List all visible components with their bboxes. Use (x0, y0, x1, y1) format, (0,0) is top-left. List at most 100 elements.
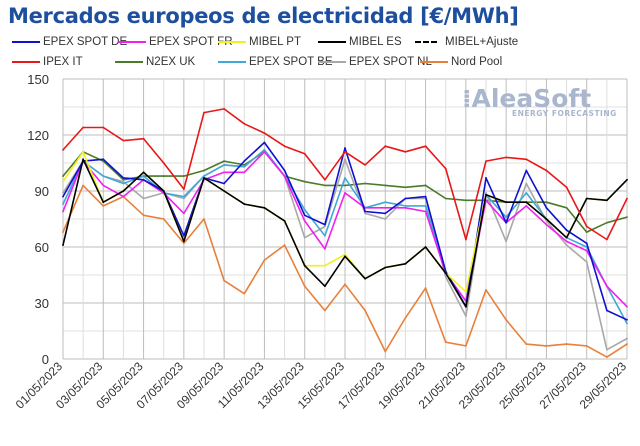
data-point (102, 158, 105, 161)
data-point (122, 182, 125, 185)
data-point (444, 167, 447, 170)
data-point (545, 218, 548, 220)
data-point (62, 191, 64, 194)
data-point (485, 289, 487, 291)
data-point (142, 175, 145, 177)
data-point (182, 242, 185, 245)
data-point (605, 199, 608, 202)
y-tick-label: 120 (27, 128, 49, 143)
data-point (142, 178, 145, 181)
data-point (444, 272, 447, 275)
data-point (585, 231, 588, 233)
data-point (62, 231, 64, 233)
data-point (424, 246, 427, 248)
data-point (62, 180, 64, 183)
logo-brand: AleaSoft (471, 84, 592, 113)
data-point (464, 238, 467, 241)
legend-label: MIBEL+Ajuste (445, 36, 519, 48)
legend-item: EPEX SPOT NL (318, 56, 432, 68)
data-point (344, 283, 346, 286)
legend-item: EPEX SPOT FR (118, 36, 233, 48)
data-point (323, 264, 326, 267)
data-point (182, 197, 185, 200)
data-point (424, 210, 427, 213)
data-point (384, 145, 387, 148)
data-point (344, 147, 346, 149)
data-point (82, 158, 85, 161)
data-point (263, 259, 266, 261)
data-point (263, 141, 266, 144)
data-point (626, 178, 628, 181)
data-point (444, 197, 447, 200)
data-point (364, 210, 367, 213)
data-point (525, 169, 528, 172)
data-point (82, 126, 85, 129)
legend-label: Nord Pool (451, 56, 503, 68)
data-point (62, 203, 64, 205)
legend-item: EPEX SPOT BE (218, 56, 333, 68)
data-point (223, 107, 226, 110)
data-point (525, 343, 528, 345)
data-point (444, 275, 447, 278)
data-point (464, 305, 467, 308)
data-point (303, 285, 306, 288)
data-point (122, 178, 125, 181)
legend-label: IPEX IT (43, 56, 83, 68)
data-point (303, 219, 306, 222)
data-point (525, 201, 528, 204)
data-point (364, 277, 367, 280)
legend-swatch (118, 41, 146, 43)
data-point (162, 162, 165, 164)
data-point (243, 122, 246, 125)
data-point (203, 169, 205, 172)
y-tick-label: 60 (35, 240, 49, 255)
data-point (626, 318, 628, 321)
data-point (565, 244, 568, 247)
data-point (182, 195, 185, 198)
data-point (585, 225, 588, 228)
data-point (545, 169, 548, 172)
data-point (404, 262, 407, 265)
data-point (283, 145, 286, 148)
logo-tagline: ENERGY FORECASTING (512, 109, 617, 118)
data-point (243, 171, 246, 174)
legend-item: MIBEL+Ajuste (415, 36, 518, 48)
data-point (62, 210, 64, 213)
data-point (404, 150, 407, 153)
legend-swatch (318, 41, 346, 43)
data-point (102, 205, 105, 207)
data-point (122, 195, 125, 198)
legend-swatch (218, 41, 246, 43)
data-point (464, 345, 467, 347)
data-point (263, 206, 266, 209)
data-point (263, 132, 266, 135)
data-point (323, 309, 326, 312)
data-point (424, 205, 427, 207)
data-point (203, 111, 205, 114)
data-point (384, 206, 387, 209)
data-point (62, 244, 64, 247)
data-point (162, 190, 165, 192)
data-point (263, 150, 266, 153)
data-point (545, 345, 548, 347)
data-point (605, 221, 608, 224)
data-point (485, 160, 487, 163)
data-point (424, 287, 427, 289)
data-point (605, 238, 608, 241)
legend-swatch (12, 61, 40, 63)
data-point (626, 305, 628, 308)
data-point (464, 199, 467, 202)
data-point (424, 195, 427, 198)
data-point (565, 229, 568, 232)
legend-swatch (12, 41, 40, 43)
data-point (384, 218, 387, 220)
data-point (485, 193, 487, 196)
data-point (323, 223, 326, 226)
data-point (303, 236, 306, 239)
data-point (223, 190, 226, 192)
legend-label: N2EX UK (146, 56, 196, 68)
data-point (384, 266, 387, 269)
y-tick-label: 0 (42, 352, 49, 367)
data-point (585, 197, 588, 200)
data-point (62, 175, 64, 177)
